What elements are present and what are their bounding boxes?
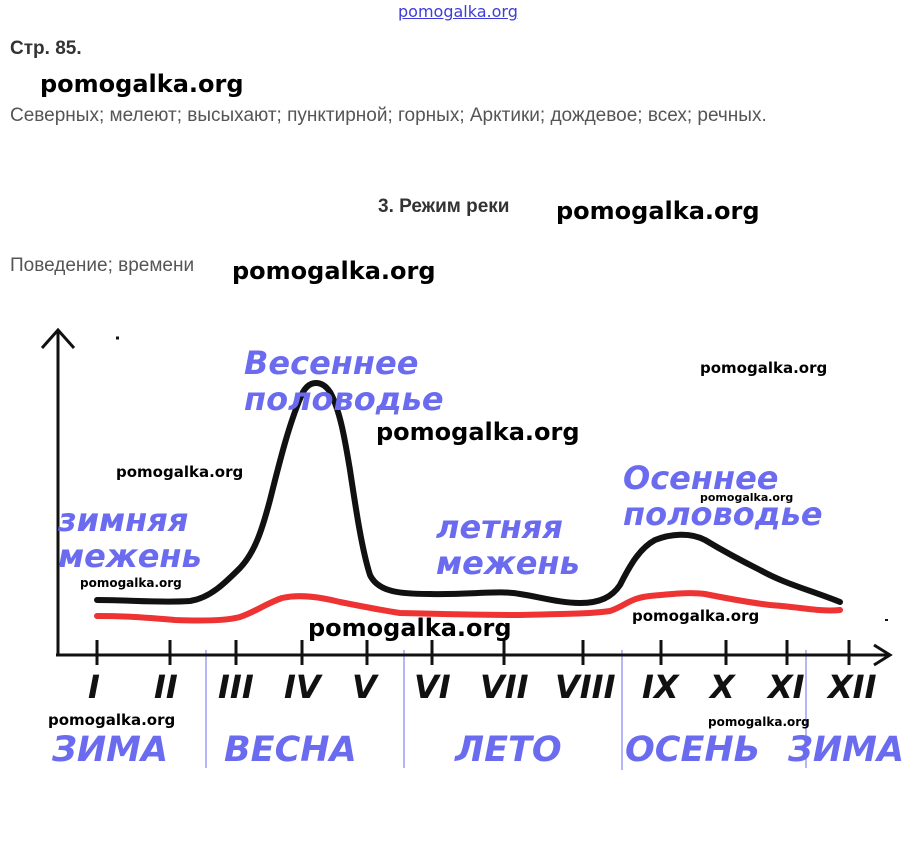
month-label: I: [88, 668, 100, 706]
month-label: X: [710, 668, 735, 706]
month-label: VI: [414, 668, 451, 706]
low-water-curve: [94, 590, 843, 624]
watermark: pomogalka.org: [708, 715, 810, 729]
answer-text-2: Поведение; времени: [10, 255, 195, 276]
watermark: pomogalka.org: [308, 614, 512, 642]
season-label: ЗИМА: [52, 730, 169, 770]
watermark: pomogalka.org: [80, 576, 182, 590]
season-label: ВЕСНА: [224, 730, 357, 770]
month-label: VIII: [555, 668, 616, 706]
section-title: 3. Режим реки: [378, 196, 510, 217]
watermark: pomogalka.org: [376, 418, 580, 446]
page-reference: Стр. 85.: [10, 38, 82, 59]
month-label: XII: [828, 668, 877, 706]
water-level-curve: [94, 380, 843, 607]
season-label: ОСЕНЬ: [625, 730, 761, 770]
month-label: II: [154, 668, 178, 706]
month-label: VII: [480, 668, 529, 706]
spring-flood-label: Весеннее половодье: [244, 344, 444, 418]
month-label: IV: [284, 668, 321, 706]
watermark: pomogalka.org: [232, 257, 436, 285]
watermark: pomogalka.org: [116, 463, 244, 481]
watermark: pomogalka.org: [556, 197, 760, 225]
answer-text: Северных; мелеют; высыхают; пунктирной; …: [10, 105, 767, 126]
month-label: IX: [642, 668, 679, 706]
summer-low-water-label: летняя межень: [436, 508, 580, 582]
autumn-flood-label: Осеннее половодье: [623, 459, 823, 533]
month-label: V: [352, 668, 377, 706]
winter-low-water-label: зимняя межень: [58, 501, 202, 575]
watermark: pomogalka.org: [700, 491, 794, 504]
month-label: XI: [768, 668, 805, 706]
site-link[interactable]: pomogalka.org: [398, 2, 518, 21]
watermark: pomogalka.org: [40, 70, 244, 98]
watermark: pomogalka.org: [632, 607, 760, 625]
season-label: ЗИМА: [788, 730, 905, 770]
watermark: pomogalka.org: [48, 711, 176, 729]
y-axis-arrow: [40, 327, 76, 349]
x-axis-arrow: [873, 643, 893, 667]
month-ticks: [95, 640, 851, 665]
season-label: ЛЕТО: [455, 730, 562, 770]
watermark: pomogalka.org: [700, 359, 828, 377]
month-label: III: [218, 668, 254, 706]
